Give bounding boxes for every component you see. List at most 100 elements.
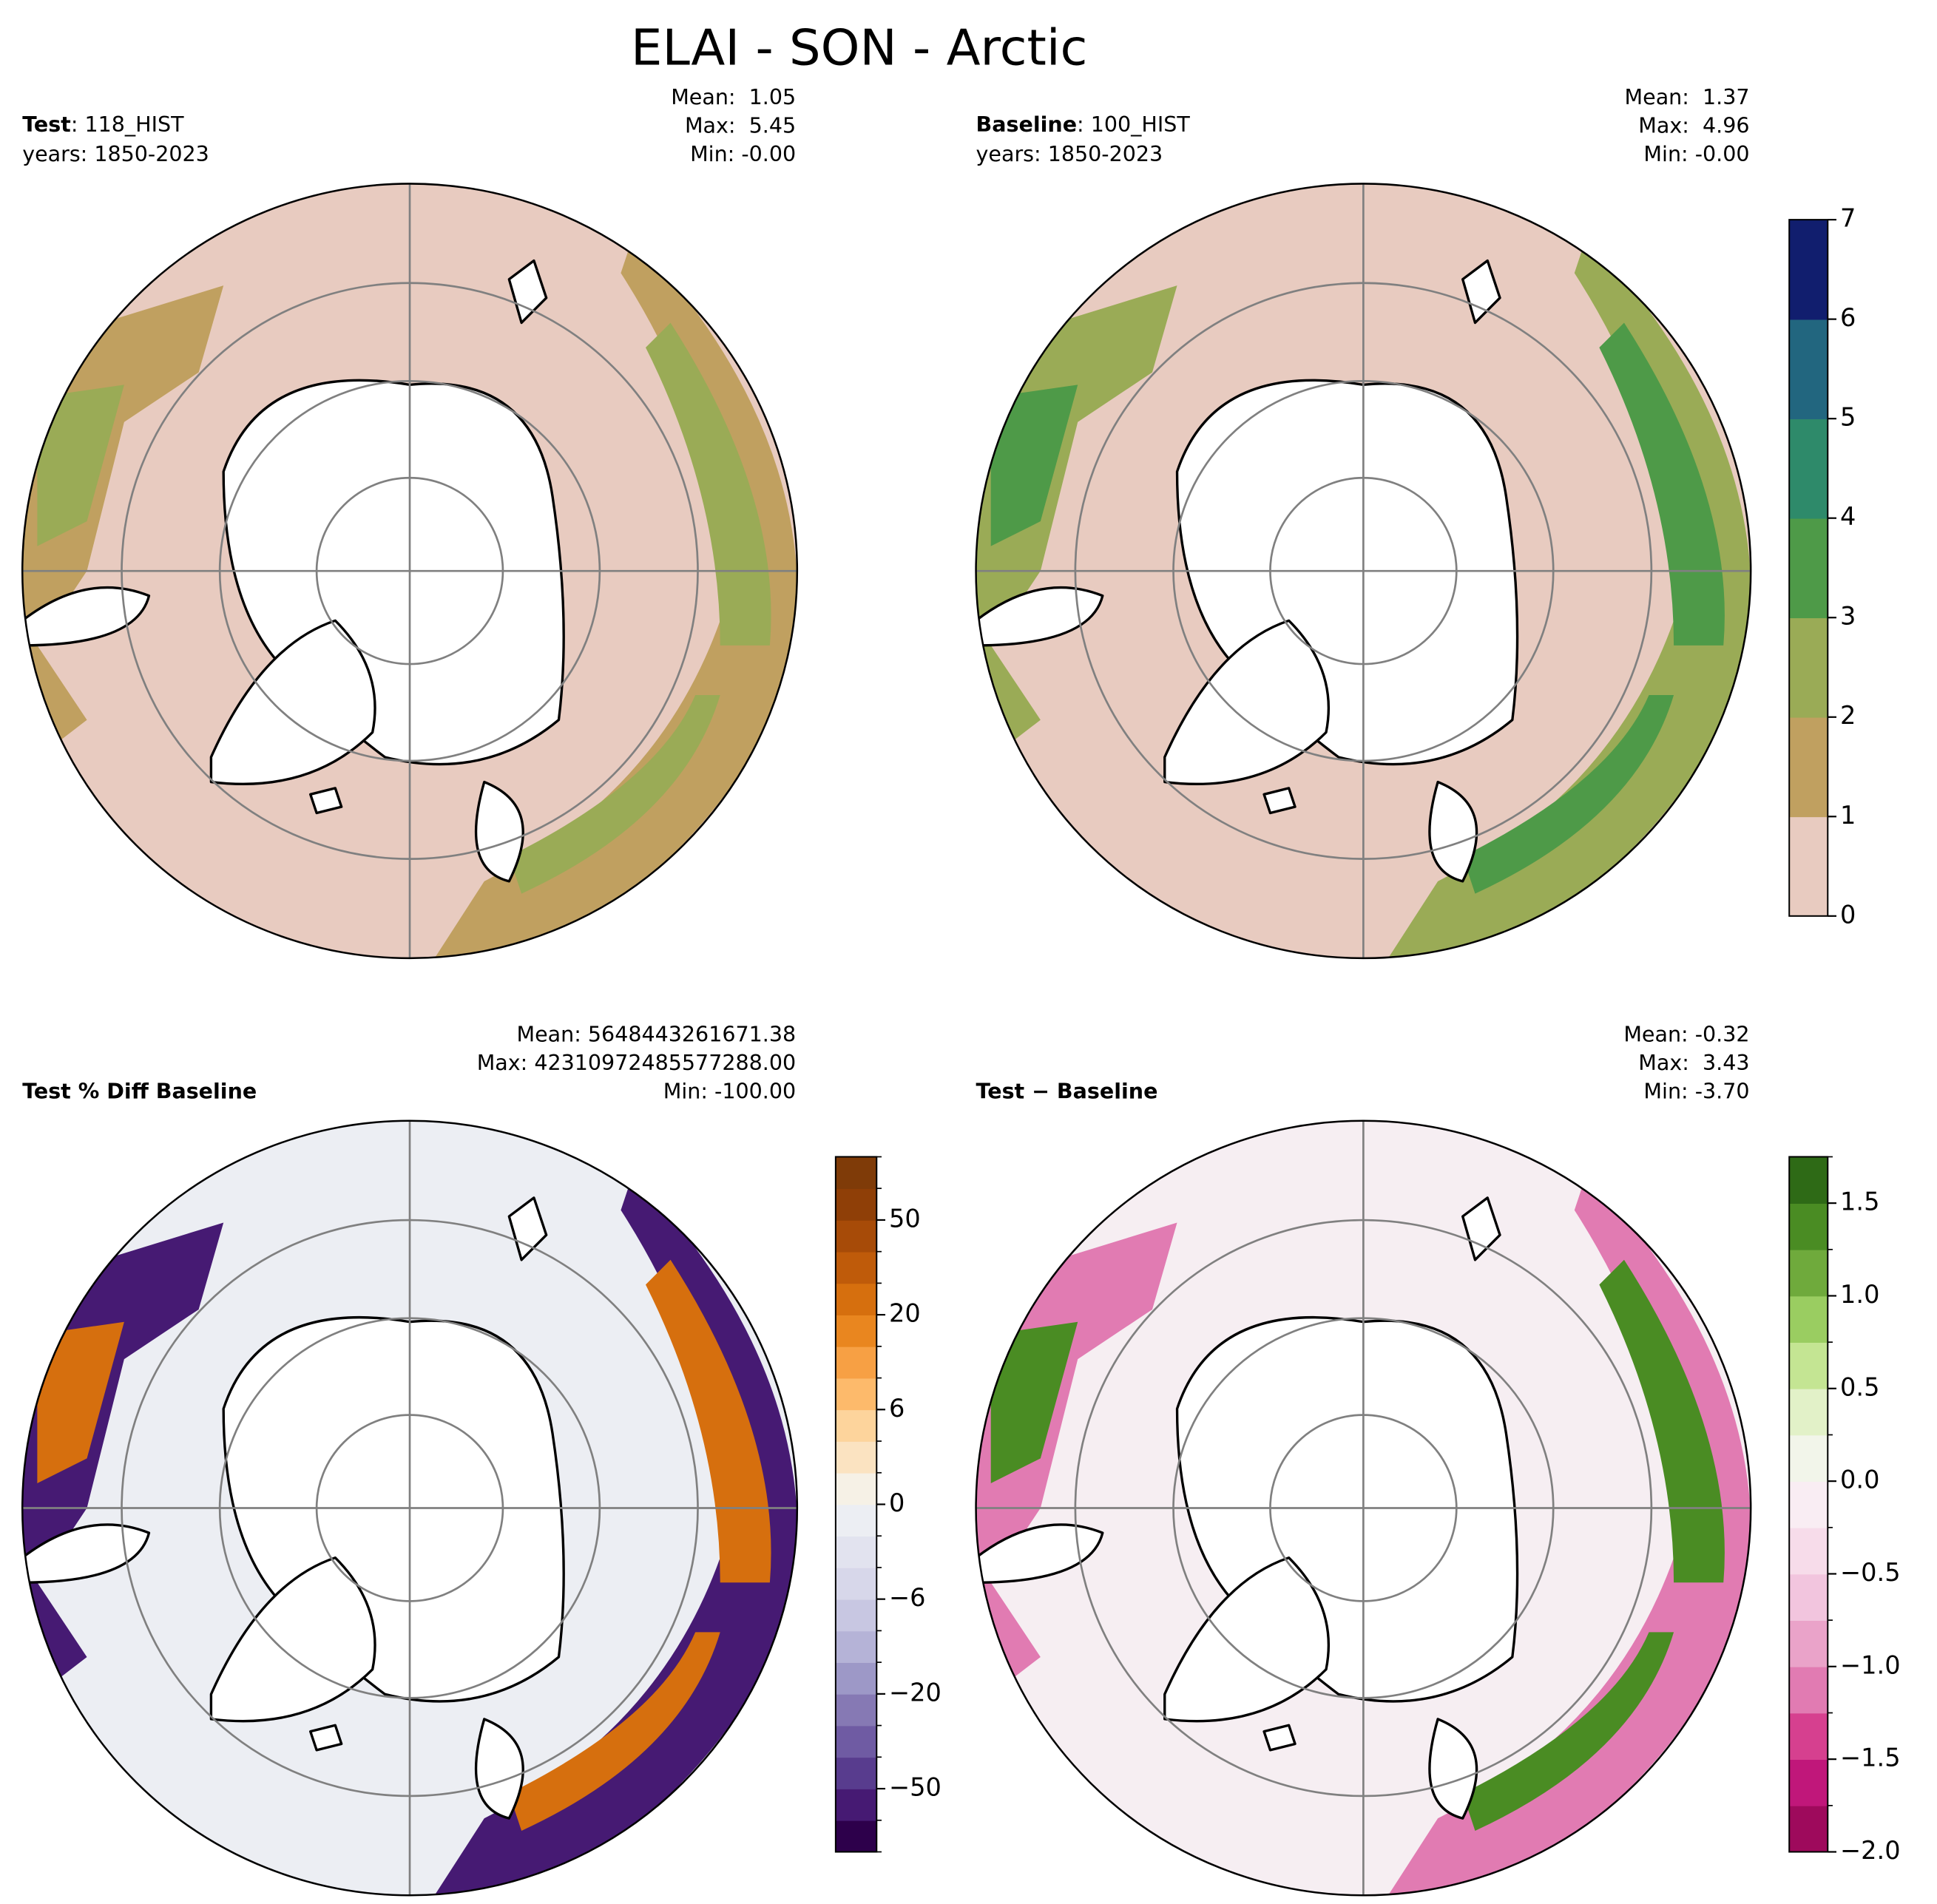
colorbar-band <box>1789 617 1828 718</box>
colorbar-tick-label: −1.0 <box>1840 1650 1901 1679</box>
colorbar-band <box>835 1820 877 1853</box>
colorbar-band <box>835 1567 877 1600</box>
map-test <box>21 183 799 960</box>
colorbar-band <box>835 1156 877 1190</box>
panel-run: : 100_HIST <box>1077 112 1190 137</box>
colorbar-tick-label: 6 <box>889 1394 905 1423</box>
colorbar-band <box>835 1757 877 1789</box>
panel-name: Test <box>22 112 71 137</box>
colorbar-band <box>835 1693 877 1727</box>
colorbar-tick-label: 3 <box>1840 602 1856 631</box>
colorbar-band <box>835 1630 877 1663</box>
colorbar-band <box>835 1219 877 1253</box>
panel-label: Baseline: 100_HIST <box>976 112 1191 137</box>
colorbar-band <box>1789 1295 1828 1343</box>
colorbar-band <box>1789 1620 1828 1667</box>
panel-stat: Max: 5.45 <box>685 114 796 138</box>
colorbar-band <box>835 1789 877 1821</box>
colorbar-band <box>1789 1712 1828 1761</box>
colorbar-frame <box>1788 219 1829 917</box>
panel-name: Test − Baseline <box>976 1080 1158 1104</box>
colorbar-band <box>1789 220 1828 320</box>
colorbar-frame <box>1788 1156 1829 1853</box>
colorbar-band <box>1789 1759 1828 1806</box>
colorbar-band <box>1789 1481 1828 1528</box>
colorbar-tick-label: −50 <box>889 1773 942 1802</box>
colorbar-tick-label: −2.0 <box>1840 1836 1901 1865</box>
colorbar-tick-label: −20 <box>889 1678 942 1707</box>
colorbar-tick-label: 0.0 <box>1840 1466 1879 1494</box>
colorbar-tick-label: −1.5 <box>1840 1744 1901 1772</box>
colorbar-band <box>1789 1666 1828 1714</box>
colorbar-band <box>1789 1805 1828 1853</box>
colorbar-tick-label: −0.5 <box>1840 1558 1901 1587</box>
map-diff <box>975 1119 1752 1897</box>
colorbar-band <box>835 1283 877 1315</box>
colorbar-band <box>1789 1388 1828 1436</box>
colorbar-tick-label: −6 <box>889 1583 925 1612</box>
panel-stat: Min: -0.00 <box>1643 142 1749 166</box>
panel-stat: Max: 42310972485577288.00 <box>477 1051 796 1075</box>
panel-stat: Mean: -0.32 <box>1623 1022 1749 1046</box>
colorbar-tick-label: 20 <box>889 1299 921 1328</box>
colorbar-band <box>835 1725 877 1758</box>
colorbar-tick-label: 0.5 <box>1840 1372 1879 1401</box>
colorbar-band <box>835 1378 877 1411</box>
colorbar-band <box>835 1315 877 1347</box>
colorbar-tick-label: 7 <box>1840 204 1856 233</box>
colorbar-band <box>1789 1249 1828 1297</box>
colorbar-tick-label: 0 <box>889 1488 905 1517</box>
panel-stat: Min: -3.70 <box>1643 1080 1749 1104</box>
colorbar-band <box>1789 1156 1828 1204</box>
colorbar-band <box>1789 319 1828 420</box>
colorbar-band <box>1789 816 1828 917</box>
colorbar-band <box>835 1472 877 1505</box>
map-baseline <box>975 183 1752 960</box>
panel-name: Baseline <box>976 112 1077 137</box>
colorbar-band <box>1789 1573 1828 1621</box>
colorbar-band <box>835 1251 877 1284</box>
colorbar-band <box>835 1599 877 1632</box>
colorbar-band <box>835 1441 877 1474</box>
colorbar-tick-label: 5 <box>1840 403 1856 432</box>
colorbar-band <box>835 1504 877 1537</box>
panel-stat: Mean: 5648443261671.38 <box>517 1022 797 1046</box>
colorbar-band <box>1789 518 1828 619</box>
panel-label: Test % Diff Baseline <box>22 1080 257 1104</box>
panel-run: : 118_HIST <box>71 112 184 137</box>
panel-stat: Mean: 1.05 <box>671 85 796 109</box>
colorbar-band <box>1789 1342 1828 1389</box>
colorbar-tick-label: 2 <box>1840 701 1856 730</box>
colorbar-tick-label: 50 <box>889 1204 921 1233</box>
figure-title: ELAI - SON - Arctic <box>631 18 1087 76</box>
panel-stat: Max: 4.96 <box>1638 114 1749 138</box>
panel-stat: Min: -0.00 <box>690 142 796 166</box>
panel-name: Test % Diff Baseline <box>22 1080 257 1104</box>
colorbar-band <box>835 1536 877 1568</box>
colorbar-tick-label: 0 <box>1840 900 1856 929</box>
colorbar-band <box>1789 1203 1828 1250</box>
colorbar-band <box>835 1346 877 1379</box>
panel-stat: Max: 3.43 <box>1638 1051 1749 1075</box>
colorbar-tick-label: 1 <box>1840 801 1856 830</box>
colorbar-tick-label: 1.0 <box>1840 1280 1879 1309</box>
map-pct-diff <box>21 1119 799 1897</box>
colorbar-band <box>835 1662 877 1695</box>
colorbar-band <box>1789 716 1828 818</box>
panel-years: years: 1850-2023 <box>976 142 1163 166</box>
panel-years: years: 1850-2023 <box>22 142 209 166</box>
panel-stat: Min: -100.00 <box>663 1080 796 1104</box>
colorbar-band <box>835 1188 877 1221</box>
colorbar-tick-label: 6 <box>1840 303 1856 332</box>
colorbar-band <box>1789 1527 1828 1575</box>
colorbar-tick-label: 4 <box>1840 502 1856 531</box>
panel-label: Test − Baseline <box>976 1080 1158 1104</box>
colorbar-band <box>1789 419 1828 519</box>
colorbar-band <box>835 1409 877 1442</box>
colorbar-band <box>1789 1434 1828 1482</box>
panel-stat: Mean: 1.37 <box>1625 85 1750 109</box>
colorbar-tick-label: 1.5 <box>1840 1188 1879 1216</box>
panel-label: Test: 118_HIST <box>22 112 184 137</box>
